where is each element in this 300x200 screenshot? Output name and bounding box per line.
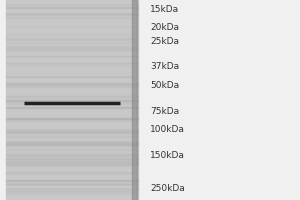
Bar [6,183,138,184]
Bar [6,38,138,39]
Bar [6,39,138,40]
Bar [6,191,138,192]
Bar [6,97,138,98]
Bar [6,13,138,14]
Bar [6,149,138,150]
Bar [6,118,138,119]
Bar [6,143,138,144]
Bar [6,7,138,8]
Bar [6,180,138,181]
Bar [6,48,138,49]
Bar [6,17,138,18]
Bar [6,63,138,64]
Bar [6,141,138,142]
Bar [6,159,138,160]
Bar [6,162,138,163]
Bar [6,50,138,51]
Bar [6,83,138,84]
Bar [6,136,138,137]
Text: 75kDa: 75kDa [150,107,179,116]
Bar [132,0,136,200]
Bar [6,142,138,143]
Bar [6,46,138,47]
Bar [6,143,138,144]
Bar [6,42,138,43]
Text: 37kDa: 37kDa [150,62,179,71]
Text: 15kDa: 15kDa [150,5,179,14]
Bar [6,14,138,15]
Bar [6,145,138,146]
Bar [6,83,138,84]
Bar [6,86,138,87]
Bar [6,107,138,108]
Bar [6,161,138,162]
Text: 100kDa: 100kDa [150,125,185,134]
Text: 50kDa: 50kDa [150,81,179,90]
Bar [6,107,138,108]
Bar [6,95,138,96]
Bar [6,155,138,156]
Bar [6,158,138,159]
Bar [6,100,138,101]
Bar [6,132,138,133]
Bar [6,131,138,132]
Bar [6,144,138,145]
Bar [6,118,138,119]
Bar [6,100,138,102]
Bar [6,172,138,173]
Bar [6,160,138,161]
Bar [6,164,138,165]
Text: 20kDa: 20kDa [150,23,179,32]
Bar [6,164,138,166]
Bar [6,193,138,194]
Bar [6,7,138,8]
Bar [6,56,138,57]
Text: 25kDa: 25kDa [150,37,179,46]
Bar [6,154,138,156]
Bar [6,131,138,132]
Bar [6,129,138,130]
Bar [6,180,138,181]
Bar [6,76,138,77]
Bar [6,47,138,48]
Bar [6,184,138,185]
Bar [6,84,138,85]
Bar [6,180,138,181]
Text: 250kDa: 250kDa [150,184,185,193]
Bar [6,189,138,190]
Bar [6,4,138,5]
Text: 150kDa: 150kDa [150,151,185,160]
Bar [6,103,138,104]
Bar [6,188,138,189]
Bar [6,158,138,159]
Bar [6,120,138,121]
Bar [6,164,138,165]
Bar [6,0,138,200]
Bar [6,26,138,27]
Bar [6,100,138,101]
